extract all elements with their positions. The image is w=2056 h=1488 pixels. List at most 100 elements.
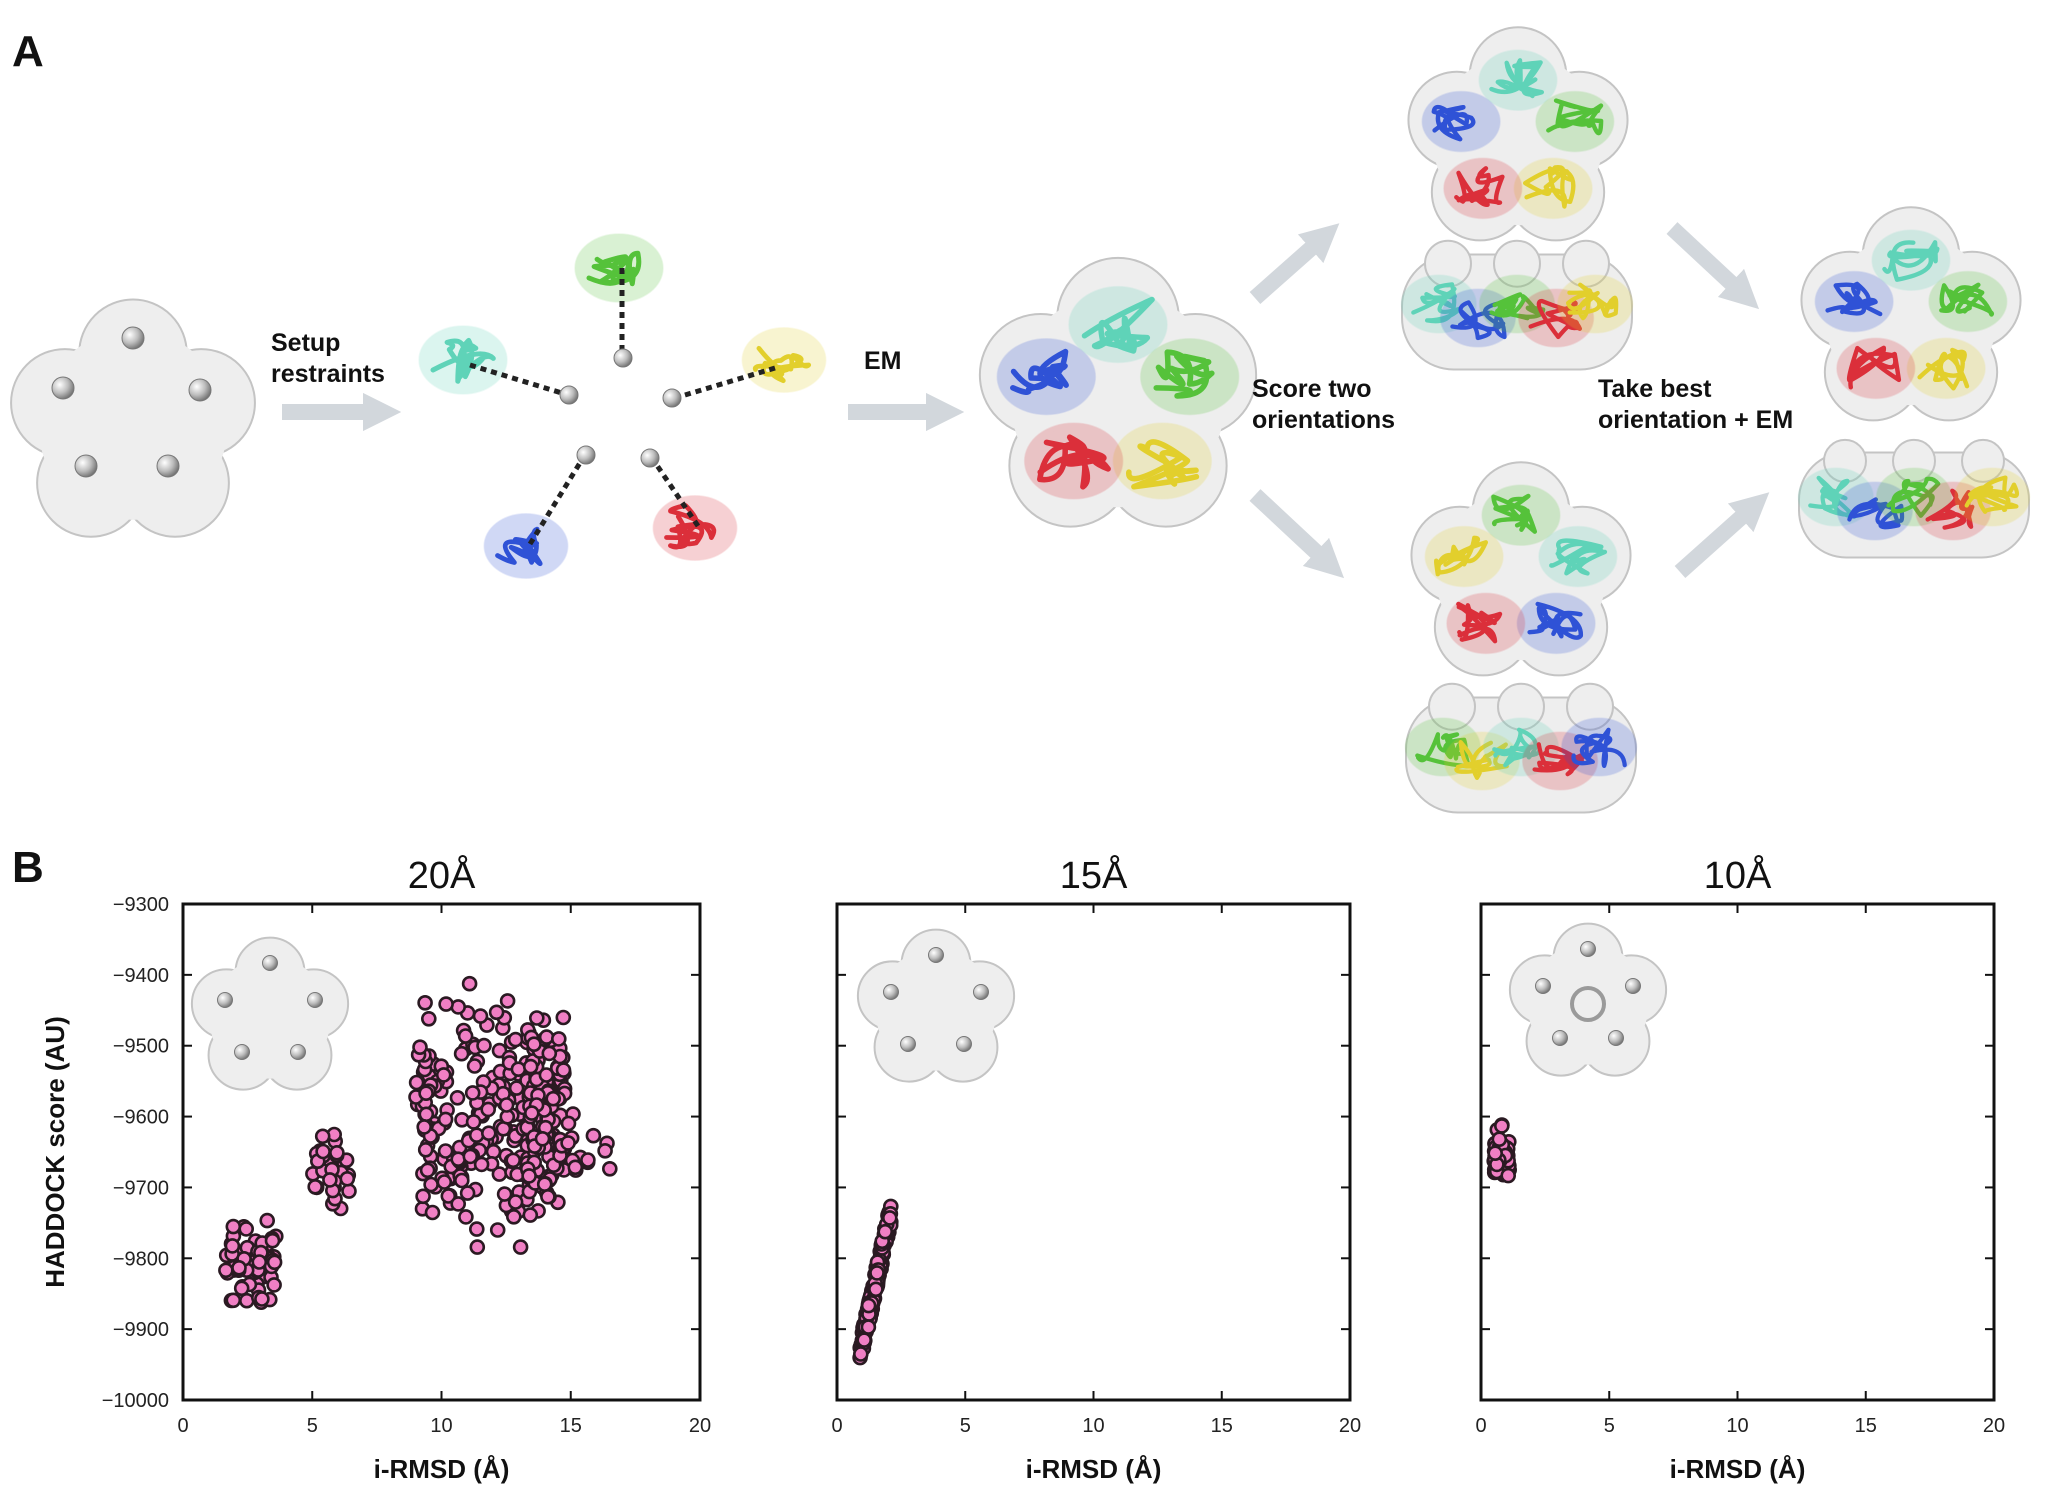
data-point: [472, 1008, 489, 1024]
data-point: [507, 1194, 524, 1210]
final-pentamer-top-domain-1: [1871, 229, 1951, 292]
data-point: [462, 1148, 479, 1165]
y-tick-label: −9500: [113, 1036, 169, 1058]
x-axis-label: i-RMSD (Å): [1026, 1454, 1162, 1484]
inset-bead: [973, 984, 989, 1000]
data-point: [233, 1280, 250, 1297]
score-arrow-down: [1249, 489, 1345, 579]
domain-cyan: [418, 325, 508, 395]
data-point: [438, 996, 454, 1012]
y-tick-label: −9400: [113, 965, 169, 987]
panel-b-charts: 0 5 10 15 20 −9300 −9400 −9500 −9600 −9700 −9800 −9…: [40, 853, 2005, 1484]
data-point: [322, 1172, 338, 1188]
domain-yellow: [741, 326, 827, 394]
data-point: [601, 1161, 618, 1177]
data-point: [1487, 1145, 1503, 1161]
data-point: [507, 1031, 524, 1048]
data-point: [453, 1045, 470, 1062]
inset-map-2: [856, 928, 1016, 1083]
data-point: [488, 1004, 505, 1021]
data-point: [541, 1045, 558, 1062]
data-point: [315, 1143, 331, 1160]
x-axis-label: i-RMSD (Å): [374, 1454, 510, 1484]
restraint-setup: [418, 233, 827, 580]
scatter-chart-3: 0 5 10 15 20 10Å i-RMSD (Å): [1475, 853, 2005, 1484]
em-assembled-pentamer-domain-1: [1068, 285, 1168, 364]
data-point: [459, 1185, 476, 1201]
data-point: [860, 1319, 877, 1335]
x-tick-label: 0: [177, 1415, 188, 1437]
x-axis-label: i-RMSD (Å): [1670, 1454, 1806, 1484]
em-assembled-pentamer-domain-4: [1023, 422, 1124, 500]
data-point: [251, 1254, 268, 1270]
x-tick-label: 15: [1211, 1415, 1233, 1437]
setup-label-line2: restraints: [271, 360, 385, 388]
data-point: [505, 1152, 522, 1169]
data-point: [868, 1281, 884, 1298]
score-label-line1: Score two: [1252, 375, 1372, 403]
data-points: [218, 975, 618, 1310]
y-tick-label: −9900: [113, 1319, 169, 1341]
x-tick-label: 20: [1983, 1415, 2005, 1437]
data-point: [238, 1221, 254, 1237]
data-point: [341, 1183, 357, 1199]
data-point: [538, 1067, 555, 1083]
data-point: [461, 975, 478, 992]
data-point: [419, 1162, 436, 1179]
data-point: [224, 1238, 241, 1254]
data-point: [314, 1128, 331, 1145]
final-pentamer-top-domain-3: [1906, 337, 1986, 400]
data-point: [526, 1036, 542, 1052]
data-point: [597, 1143, 613, 1159]
inset-bead: [290, 1044, 306, 1060]
scatter-chart-2: 0 5 10 15 20 15Å i-RMSD (Å): [831, 853, 1361, 1484]
domain-blue: [483, 512, 569, 580]
orientation-two-top-domain-0: [1424, 525, 1504, 588]
y-tick-label: −10000: [102, 1390, 169, 1412]
y-tick-label: −9700: [113, 1177, 169, 1199]
data-point: [259, 1212, 276, 1229]
data-points: [1486, 1117, 1517, 1184]
panel-b-letter: B: [12, 843, 44, 892]
orientation-one-side-domain-2: [1478, 274, 1556, 334]
inset-bead: [1625, 978, 1641, 994]
data-point: [521, 1168, 537, 1184]
data-point: [856, 1332, 873, 1348]
em-assembled-pentamer-domain-2: [1139, 338, 1240, 416]
x-tick-label: 15: [1855, 1415, 1877, 1437]
data-point: [415, 1188, 431, 1205]
restraint-bead: [156, 454, 180, 478]
score-arrow-up: [1249, 223, 1340, 304]
bead-sphere: [613, 348, 633, 368]
inset-central-pore: [1570, 986, 1606, 1022]
data-point: [231, 1260, 247, 1276]
orientation-two-side: [1404, 682, 1638, 814]
data-point: [466, 1058, 483, 1074]
restraint-blue: [527, 456, 586, 546]
restraint-bead: [188, 378, 212, 402]
chart-title: 20Å: [408, 853, 476, 897]
restraint-cyan: [469, 362, 566, 397]
em-label: EM: [864, 347, 902, 375]
data-point: [437, 1111, 454, 1128]
inset-bead: [217, 992, 233, 1008]
data-point: [498, 1097, 515, 1113]
score-label-line2: orientations: [1252, 406, 1396, 434]
chart-title: 15Å: [1060, 853, 1128, 897]
data-point: [540, 1189, 556, 1205]
data-point: [545, 1090, 562, 1107]
data-point: [536, 1176, 553, 1192]
inset-bead: [928, 947, 944, 963]
data-point: [585, 1127, 602, 1144]
x-tick-label: 5: [307, 1415, 318, 1437]
take-label-line2: orientation + EM: [1598, 406, 1794, 434]
data-point: [440, 1188, 457, 1204]
data-point: [1494, 1118, 1510, 1134]
data-point: [480, 1101, 497, 1118]
final-pentamer-top-domain-4: [1836, 337, 1916, 400]
inset-bead: [1535, 978, 1551, 994]
inset-bead: [900, 1036, 916, 1052]
data-point: [423, 1176, 439, 1193]
scatter-chart-1: 0 5 10 15 20 −9300 −9400 −9500 −9600 −9700 −9800 −9…: [40, 853, 711, 1484]
data-point: [418, 1085, 434, 1101]
